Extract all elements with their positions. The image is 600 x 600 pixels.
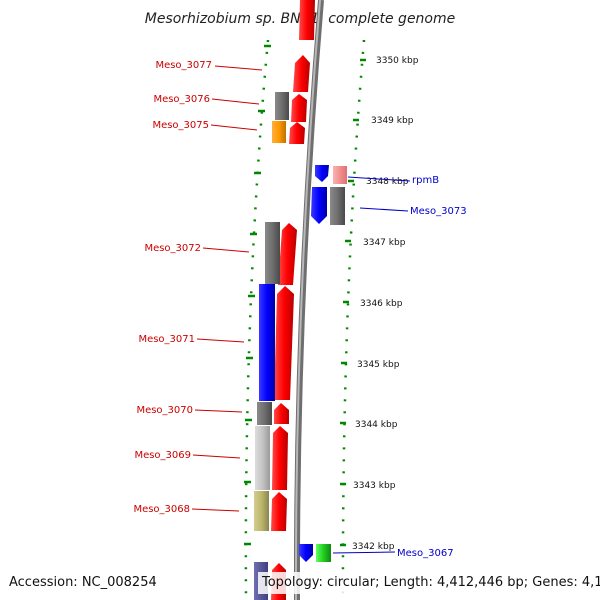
- cds-arrow-reverse[interactable]: [315, 165, 329, 182]
- cds-arrow-reverse[interactable]: [311, 187, 327, 224]
- gene-block[interactable]: [275, 92, 289, 120]
- cds-arrow[interactable]: [299, 0, 315, 40]
- cds-arrow[interactable]: [291, 94, 307, 122]
- cds-arrow[interactable]: [271, 492, 287, 531]
- gene-label[interactable]: Meso_3077: [155, 60, 212, 71]
- gene-label[interactable]: Meso_3073: [410, 206, 467, 217]
- tick-label: 3343 kbp: [353, 481, 396, 491]
- tick-label: 3344 kbp: [355, 420, 398, 430]
- gene-label[interactable]: Meso_3067: [397, 548, 454, 559]
- footer-summary-bg: [258, 572, 594, 594]
- gene-block[interactable]: [333, 166, 347, 184]
- cds-arrow[interactable]: [278, 223, 297, 285]
- tick-labels: 3350 kbp 3349 kbp 3348 kbp 3347 kbp 3346…: [352, 56, 419, 552]
- gene-block[interactable]: [254, 491, 269, 531]
- gene-label[interactable]: rpmB: [412, 175, 439, 186]
- tick-marks: [244, 44, 366, 547]
- cds-arrow[interactable]: [274, 286, 294, 400]
- tick-label: 3348 kbp: [366, 177, 409, 187]
- gene-label[interactable]: Meso_3069: [134, 450, 191, 461]
- reverse-strand-track: [299, 165, 347, 562]
- tick-label: 3345 kbp: [357, 360, 400, 370]
- gene-block[interactable]: [330, 187, 345, 225]
- cds-arrow-reverse[interactable]: [299, 544, 313, 562]
- tick-label: 3350 kbp: [376, 56, 419, 66]
- tick-label: 3346 kbp: [360, 299, 403, 309]
- gene-label[interactable]: Meso_3076: [153, 94, 210, 105]
- gene-block[interactable]: [272, 121, 286, 143]
- genome-backbone: [293, 0, 324, 600]
- gene-label[interactable]: Meso_3072: [144, 243, 201, 254]
- gene-label[interactable]: Meso_3075: [152, 120, 209, 131]
- gene-labels: Meso_3077 Meso_3076 Meso_3075 rpmB Meso_…: [133, 60, 466, 559]
- gene-track: [254, 92, 289, 600]
- accession-text: Accession: NC_008254: [9, 575, 157, 590]
- gene-block[interactable]: [259, 284, 275, 401]
- gene-label[interactable]: Meso_3071: [138, 334, 195, 345]
- gene-block[interactable]: [316, 544, 331, 562]
- gene-label[interactable]: Meso_3070: [136, 405, 193, 416]
- cds-arrow[interactable]: [272, 426, 288, 490]
- cds-arrow[interactable]: [293, 55, 310, 92]
- cds-arrow[interactable]: [289, 122, 305, 144]
- gene-block[interactable]: [265, 222, 280, 284]
- gene-block[interactable]: [255, 426, 270, 490]
- cds-arrow[interactable]: [274, 403, 289, 424]
- cds-track-forward: [271, 0, 315, 600]
- tick-label: 3349 kbp: [371, 116, 414, 126]
- scale-axis-dots: [341, 39, 366, 600]
- tick-label: 3347 kbp: [363, 238, 406, 248]
- genome-summary-text: Topology: circular; Length: 4,412,446 bp…: [261, 575, 600, 590]
- gene-label[interactable]: Meso_3068: [133, 504, 190, 515]
- gene-block[interactable]: [257, 402, 272, 425]
- inner-track-dots: [244, 39, 270, 600]
- tick-label: 3342 kbp: [352, 542, 395, 552]
